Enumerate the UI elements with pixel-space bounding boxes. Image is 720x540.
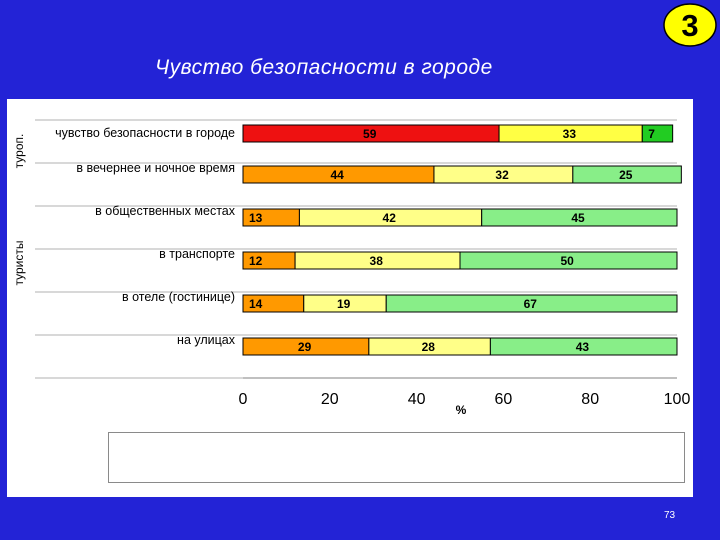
bar-segment bbox=[481, 208, 678, 227]
category-label: в общественных местах bbox=[95, 204, 236, 218]
category-label: в отеле (гостинице) bbox=[122, 290, 235, 304]
data-label: 14 bbox=[249, 297, 263, 311]
x-tick-label: 80 bbox=[581, 391, 599, 408]
data-label: 29 bbox=[298, 340, 312, 354]
data-label: 67 bbox=[524, 297, 538, 311]
category-label: на улицах bbox=[177, 333, 236, 347]
x-axis-label: % bbox=[456, 403, 467, 417]
x-tick-label: 0 bbox=[239, 391, 248, 408]
data-label: 43 bbox=[576, 340, 590, 354]
slide-number-badge: 3 bbox=[663, 3, 717, 47]
bar-segment bbox=[572, 165, 682, 184]
group-label-turop: туроп. bbox=[12, 134, 26, 169]
slide-title: Чувство безопасности в городе bbox=[155, 56, 493, 79]
category-label: в вечернее и ночное время bbox=[76, 161, 235, 175]
data-label: 32 bbox=[495, 168, 509, 182]
group-label-tourists: туристы bbox=[12, 241, 26, 286]
x-tick-label: 100 bbox=[664, 391, 691, 408]
page-number: 73 bbox=[664, 510, 676, 521]
data-label: 12 bbox=[249, 254, 263, 268]
bar-segment bbox=[489, 337, 678, 356]
data-label: 28 bbox=[422, 340, 436, 354]
bar-segment bbox=[641, 124, 674, 143]
data-label: 19 bbox=[337, 297, 351, 311]
data-label: 59 bbox=[363, 127, 377, 141]
x-tick-label: 60 bbox=[495, 391, 513, 408]
legend bbox=[108, 432, 685, 483]
category-label: чувство безопасности в городе bbox=[55, 126, 235, 140]
data-label: 38 bbox=[370, 254, 384, 268]
data-label: 44 bbox=[330, 168, 344, 182]
category-label: в транспорте bbox=[159, 247, 235, 261]
data-label: 33 bbox=[563, 127, 577, 141]
data-label: 50 bbox=[561, 254, 575, 268]
badge-number: 3 bbox=[681, 8, 698, 43]
chart-panel: туроп. туристы чувство безопасности в горо… bbox=[7, 99, 693, 497]
data-label: 45 bbox=[571, 211, 585, 225]
data-label: 7 bbox=[648, 127, 655, 141]
data-label: 42 bbox=[383, 211, 397, 225]
bar-segment bbox=[459, 251, 678, 270]
x-tick-label: 20 bbox=[321, 391, 339, 408]
data-label: 25 bbox=[619, 168, 633, 182]
x-tick-label: 40 bbox=[408, 391, 426, 408]
bar-segment bbox=[385, 294, 678, 313]
data-label: 13 bbox=[249, 211, 263, 225]
